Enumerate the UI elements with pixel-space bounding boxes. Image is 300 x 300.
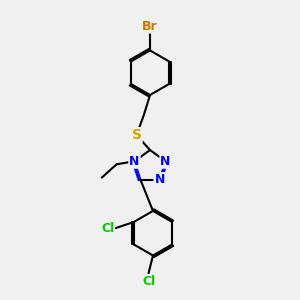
Text: N: N (129, 155, 140, 168)
Text: Cl: Cl (101, 221, 114, 235)
Text: Br: Br (142, 20, 158, 33)
Text: S: S (132, 128, 142, 142)
Text: Cl: Cl (142, 275, 155, 288)
Text: N: N (154, 173, 165, 186)
Text: N: N (160, 155, 171, 168)
